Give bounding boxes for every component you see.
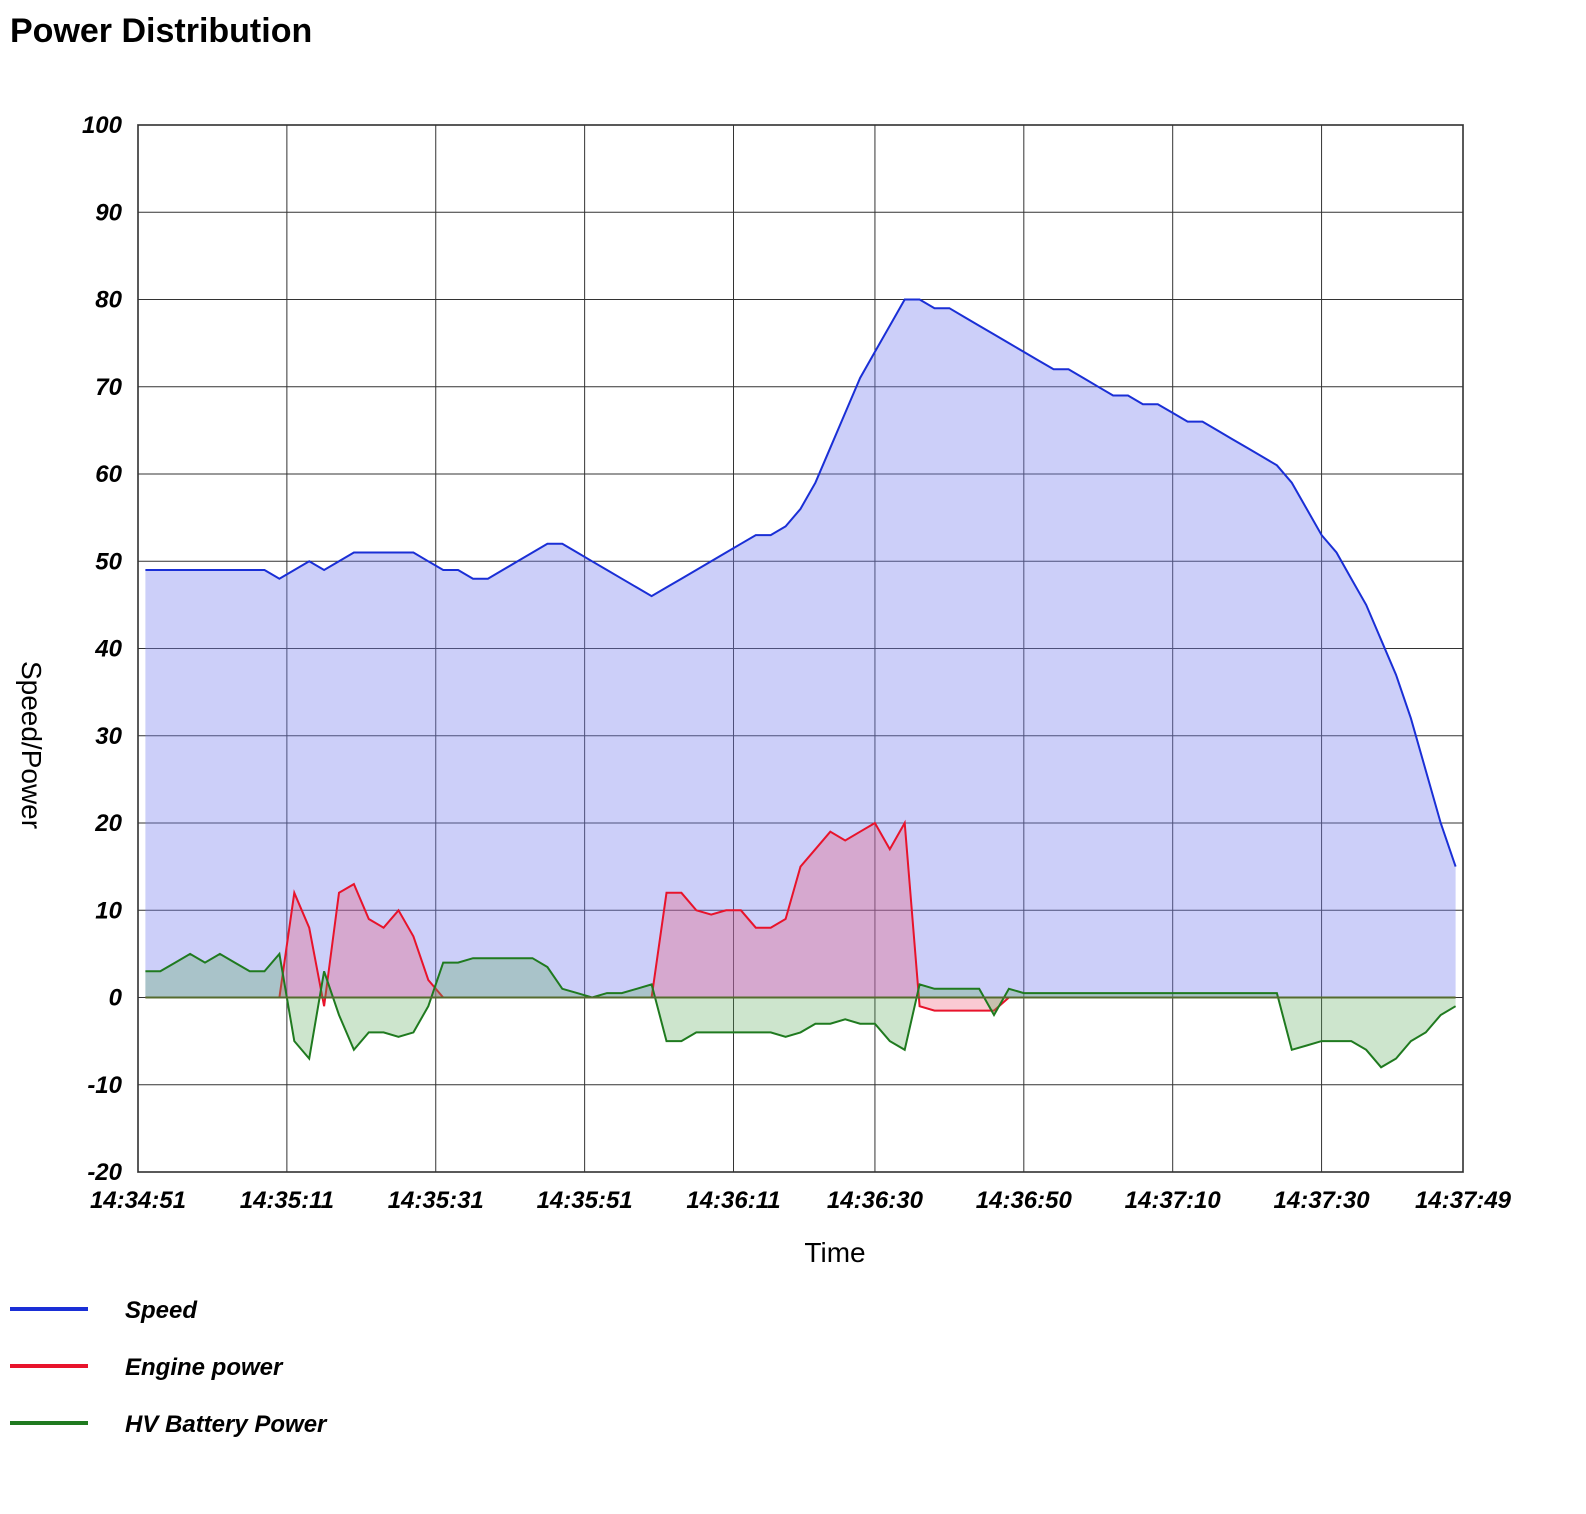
x-tick-label: 14:37:49 <box>1415 1187 1512 1214</box>
x-axis-title: Time <box>804 1237 865 1268</box>
chart-title: Power Distribution <box>10 12 312 50</box>
y-tick-label: -10 <box>87 1072 122 1099</box>
legend-label: Engine power <box>125 1354 284 1381</box>
y-tick-label: 50 <box>95 548 122 575</box>
x-tick-label: 14:36:11 <box>686 1187 780 1214</box>
y-tick-label: 10 <box>95 897 122 924</box>
y-tick-label: 60 <box>95 461 122 488</box>
area-fill <box>145 823 1456 1011</box>
x-tick-label: 14:37:10 <box>1125 1187 1222 1214</box>
x-tick-label: 14:35:31 <box>388 1187 484 1214</box>
x-tick-label: 14:34:51 <box>90 1187 186 1214</box>
y-tick-label: 0 <box>109 985 123 1012</box>
x-tick-label: 14:35:51 <box>537 1187 633 1214</box>
x-tick-label: 14:37:30 <box>1274 1187 1371 1214</box>
x-tick-label: 14:35:11 <box>240 1187 334 1214</box>
y-axis-title: Speed/Power <box>16 661 47 829</box>
y-tick-label: 90 <box>95 199 122 226</box>
y-tick-label: 40 <box>94 636 122 663</box>
legend-label: Speed <box>125 1297 198 1324</box>
area-fill <box>145 299 1456 998</box>
y-tick-label: 20 <box>94 810 122 837</box>
legend-label: HV Battery Power <box>125 1411 328 1438</box>
y-tick-label: 30 <box>95 723 122 750</box>
y-tick-label: -20 <box>87 1159 122 1186</box>
series-line <box>145 951 1457 1069</box>
x-tick-label: 14:36:30 <box>827 1187 924 1214</box>
x-tick-label: 14:36:50 <box>976 1187 1073 1214</box>
y-tick-label: 70 <box>95 374 122 401</box>
y-tick-label: 80 <box>95 287 122 314</box>
area-fill <box>145 953 1456 1068</box>
y-tick-label: 100 <box>82 112 123 139</box>
series-line <box>145 298 1457 867</box>
